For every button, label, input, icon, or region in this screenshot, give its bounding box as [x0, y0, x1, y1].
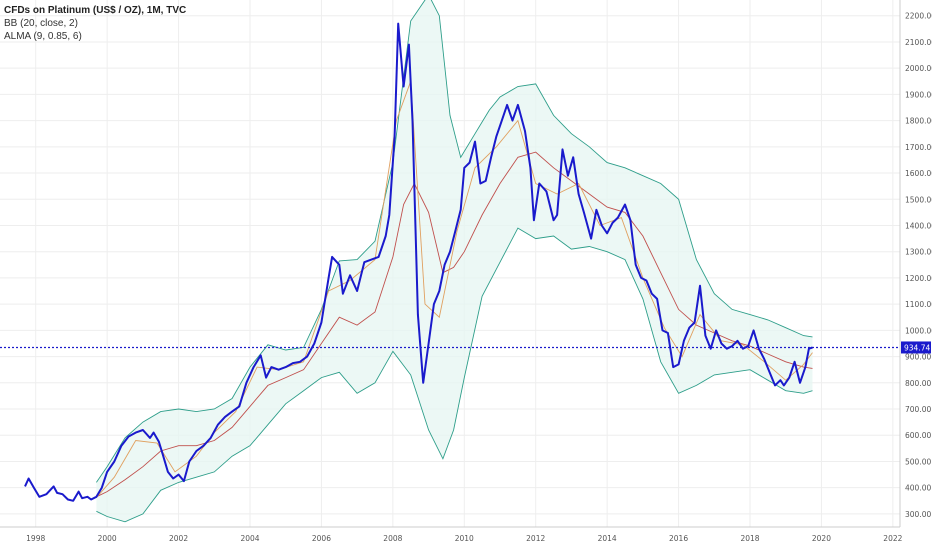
- y-tick-label: 1200.00: [905, 274, 932, 283]
- x-tick-label: 2022: [883, 534, 902, 543]
- x-tick-label: 2020: [812, 534, 831, 543]
- x-tick-label: 2010: [455, 534, 474, 543]
- chart-legend: CFDs on Platinum (US$ / OZ), 1M, TVC BB …: [4, 4, 186, 43]
- legend-symbol-title[interactable]: CFDs on Platinum (US$ / OZ), 1M, TVC: [4, 5, 187, 16]
- y-tick-label: 1500.00: [905, 195, 932, 204]
- x-tick-label: 2014: [598, 534, 617, 543]
- x-tick-label: 2016: [669, 534, 688, 543]
- y-tick-label: 500.00: [905, 457, 931, 466]
- y-tick-label: 800.00: [905, 379, 931, 388]
- y-tick-label: 1400.00: [905, 221, 932, 230]
- x-tick-label: 2002: [169, 534, 188, 543]
- y-tick-label: 700.00: [905, 405, 931, 414]
- y-tick-label: 1700.00: [905, 143, 932, 152]
- x-tick-label: 2012: [526, 534, 545, 543]
- axes: 300.00 400.00 500.00 600.00 700.00 800.00 900.…: [0, 0, 932, 543]
- x-tick-label: 2008: [383, 534, 402, 543]
- bollinger-lower-line: [96, 227, 813, 523]
- y-tick-label: 2100.00: [905, 38, 932, 47]
- last-price-tag: [901, 341, 931, 354]
- y-tick-label: 1300.00: [905, 248, 932, 257]
- price-line: [24, 22, 813, 502]
- last-price-label: 934.74: [904, 343, 930, 352]
- y-tick-label: 1000.00: [905, 326, 932, 335]
- bollinger-bands: [96, 0, 813, 523]
- x-tick-label: 2000: [98, 534, 117, 543]
- y-tick-label: 900.00: [905, 353, 931, 362]
- y-tick-label: 300.00: [905, 510, 931, 519]
- y-tick-label: 1600.00: [905, 169, 932, 178]
- bollinger-band-fill: [96, 0, 813, 522]
- y-tick-label: 1900.00: [905, 90, 932, 99]
- bollinger-upper-line: [96, 0, 813, 483]
- x-tick-label: 2006: [312, 534, 331, 543]
- series-lines: [24, 22, 813, 502]
- legend-alma[interactable]: ALMA (9, 0.85, 6): [4, 31, 82, 42]
- y-tick-label: 600.00: [905, 431, 931, 440]
- y-tick-label: 1100.00: [905, 300, 932, 309]
- x-tick-label: 1998: [26, 534, 45, 543]
- x-tick-label: 2018: [740, 534, 759, 543]
- y-tick-label: 400.00: [905, 484, 931, 493]
- x-tick-label: 2004: [240, 534, 259, 543]
- legend-bollinger-bands[interactable]: BB (20, close, 2): [4, 18, 78, 29]
- y-tick-label: 1800.00: [905, 117, 932, 126]
- last-price-line: 934.74: [0, 341, 931, 354]
- y-tick-label: 2000.00: [905, 64, 932, 73]
- y-tick-label: 2200.00: [905, 12, 932, 21]
